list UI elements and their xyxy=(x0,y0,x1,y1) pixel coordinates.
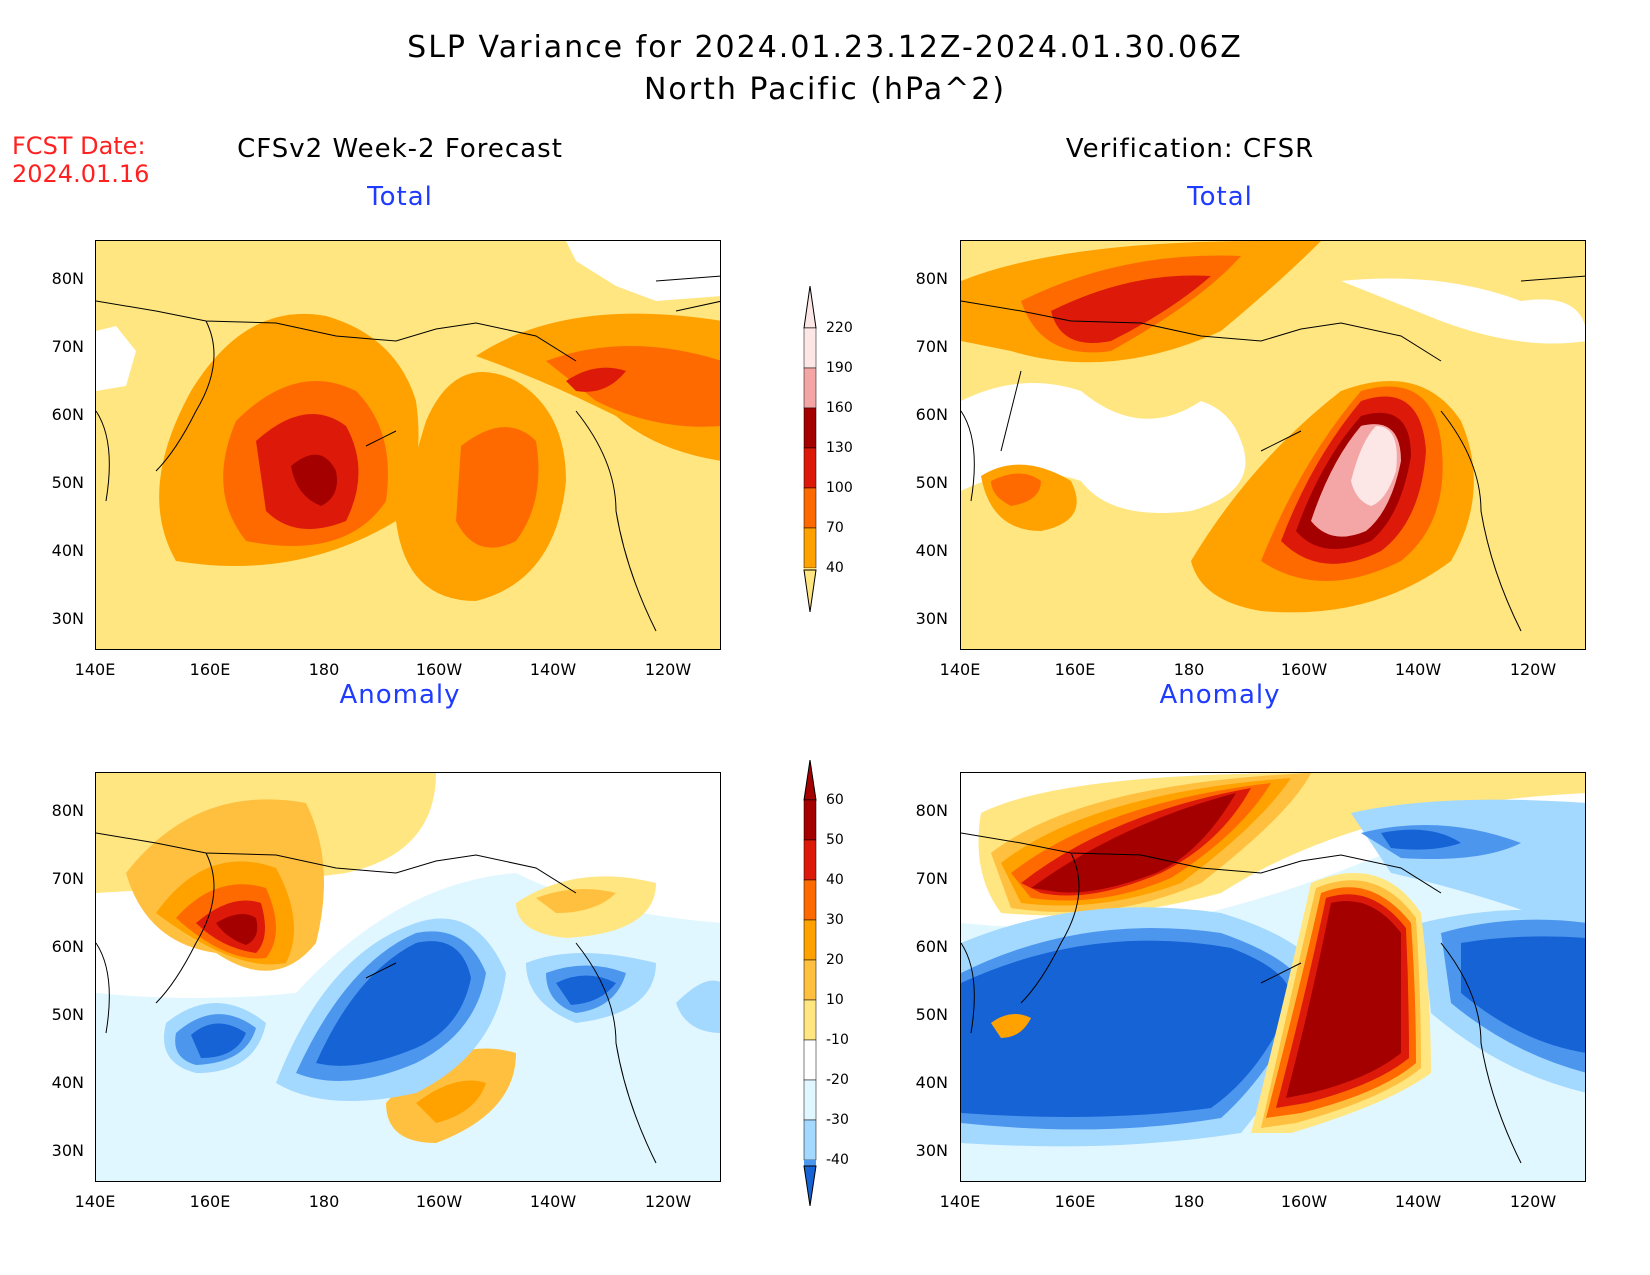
colorbar-total-tick: 160 xyxy=(826,400,853,416)
colorbar-anomaly-tick: 20 xyxy=(826,952,844,968)
lon-label: 180 xyxy=(1173,660,1205,679)
lat-label: 50N xyxy=(51,473,84,492)
lon-label: 120W xyxy=(644,660,692,679)
verification-total-title: Total xyxy=(1187,182,1253,212)
forecast-total-map xyxy=(95,240,721,650)
lon-label: 140W xyxy=(1394,660,1442,679)
colorbar-total-tick: 70 xyxy=(826,520,844,536)
lat-label: 70N xyxy=(915,337,948,356)
colorbar-anomaly-tick: -30 xyxy=(826,1112,849,1128)
forecast-anomaly-title: Anomaly xyxy=(339,680,461,710)
lat-label: 40N xyxy=(51,541,84,560)
forecast-total-title: Total xyxy=(367,182,433,212)
colorbar-total-tick: 100 xyxy=(826,480,853,496)
lat-label: 30N xyxy=(915,1141,948,1160)
lat-label: 70N xyxy=(915,869,948,888)
colorbar-anomaly-tick: 50 xyxy=(826,832,844,848)
lat-label: 70N xyxy=(51,337,84,356)
colorbar-anomaly-tick: -20 xyxy=(826,1072,849,1088)
lat-label: 60N xyxy=(915,405,948,424)
lat-label: 40N xyxy=(915,541,948,560)
lon-label: 120W xyxy=(1509,660,1557,679)
lon-label: 160W xyxy=(415,1192,463,1211)
verification-anomaly-title: Anomaly xyxy=(1159,680,1281,710)
lon-label: 160W xyxy=(1280,660,1328,679)
lat-label: 40N xyxy=(915,1073,948,1092)
lon-label: 140E xyxy=(74,660,116,679)
lat-label: 50N xyxy=(915,1005,948,1024)
verification-total-map xyxy=(960,240,1586,650)
lon-label: 120W xyxy=(644,1192,692,1211)
main-subtitle: North Pacific (hPa^2) xyxy=(643,72,1007,107)
colorbar-anomaly-tick: 30 xyxy=(826,912,844,928)
fcst-date-label: FCST Date: xyxy=(12,132,146,160)
lat-label: 60N xyxy=(915,937,948,956)
verification-anomaly-contours xyxy=(961,773,1585,1181)
lon-label: 160W xyxy=(1280,1192,1328,1211)
lon-label: 160W xyxy=(415,660,463,679)
lon-label: 140E xyxy=(939,660,981,679)
lon-label: 140E xyxy=(939,1192,981,1211)
lon-label: 140W xyxy=(529,660,577,679)
colorbar-anomaly-tick: 10 xyxy=(826,992,844,1008)
lat-label: 80N xyxy=(51,269,84,288)
lat-label: 60N xyxy=(51,405,84,424)
colorbar-anomaly-tick: 60 xyxy=(826,792,844,808)
forecast-anomaly-contours xyxy=(96,773,720,1181)
colorbar-anomaly-tick: 40 xyxy=(826,872,844,888)
main-title: SLP Variance for 2024.01.23.12Z-2024.01.… xyxy=(407,30,1243,65)
colorbar-total-tick: 40 xyxy=(826,560,844,576)
colorbar-total xyxy=(800,285,820,616)
lon-label: 160E xyxy=(1054,1192,1096,1211)
lon-label: 180 xyxy=(1173,1192,1205,1211)
lon-label: 180 xyxy=(308,660,340,679)
lon-label: 140W xyxy=(529,1192,577,1211)
colorbar-total-tick: 130 xyxy=(826,440,853,456)
colorbar-total-tick: 220 xyxy=(826,320,853,336)
colorbar-anomaly-swatches xyxy=(803,759,817,1207)
lat-label: 60N xyxy=(51,937,84,956)
lat-label: 30N xyxy=(915,609,948,628)
colorbar-anomaly xyxy=(800,759,820,1210)
lon-label: 140W xyxy=(1394,1192,1442,1211)
lon-label: 160E xyxy=(189,1192,231,1211)
forecast-total-contours xyxy=(96,241,720,649)
lat-label: 50N xyxy=(915,473,948,492)
lat-label: 80N xyxy=(915,269,948,288)
lat-label: 80N xyxy=(51,801,84,820)
right-column-title: Verification: CFSR xyxy=(1065,134,1315,164)
colorbar-anomaly-tick: -10 xyxy=(826,1032,849,1048)
verification-anomaly-map xyxy=(960,772,1586,1182)
lat-label: 50N xyxy=(51,1005,84,1024)
forecast-anomaly-map xyxy=(95,772,721,1182)
lat-label: 80N xyxy=(915,801,948,820)
colorbar-total-tick: 190 xyxy=(826,360,853,376)
lat-label: 30N xyxy=(51,609,84,628)
left-column-title: CFSv2 Week-2 Forecast xyxy=(237,134,563,164)
lat-label: 40N xyxy=(51,1073,84,1092)
colorbar-anomaly-tick: -40 xyxy=(826,1152,849,1168)
lon-label: 140E xyxy=(74,1192,116,1211)
lon-label: 120W xyxy=(1509,1192,1557,1211)
lon-label: 180 xyxy=(308,1192,340,1211)
lon-label: 160E xyxy=(189,660,231,679)
lat-label: 30N xyxy=(51,1141,84,1160)
lon-label: 160E xyxy=(1054,660,1096,679)
colorbar-total-swatches xyxy=(803,285,817,613)
lat-label: 70N xyxy=(51,869,84,888)
fcst-date-value: 2024.01.16 xyxy=(12,160,150,188)
verification-total-contours xyxy=(961,241,1585,649)
